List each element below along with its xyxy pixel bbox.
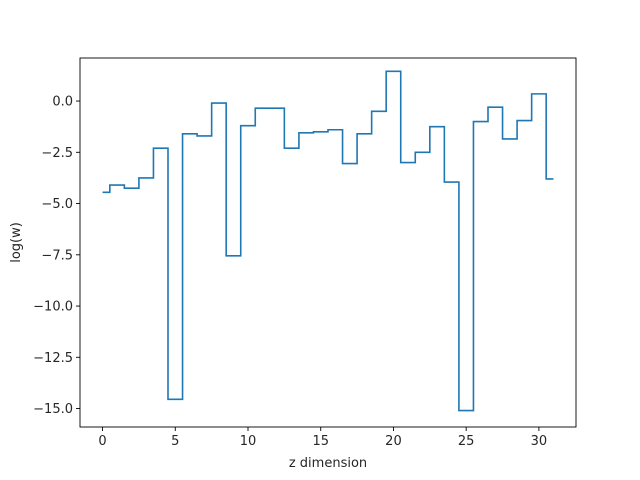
y-tick-label: 0.0 xyxy=(52,95,73,110)
series-line-0 xyxy=(102,70,554,412)
x-axis-label: z dimension xyxy=(289,456,367,471)
y-tick-label: −10.0 xyxy=(33,300,73,315)
plot-area xyxy=(102,70,554,412)
x-tick-label: 0 xyxy=(98,434,106,449)
x-tick-label: 25 xyxy=(458,434,475,449)
x-tick-label: 10 xyxy=(240,434,257,449)
y-tick-label: −5.0 xyxy=(41,197,73,212)
x-tick-label: 5 xyxy=(171,434,179,449)
plot-frame xyxy=(79,57,577,428)
x-tick-label: 30 xyxy=(531,434,548,449)
x-tick-label: 20 xyxy=(385,434,402,449)
axes: 0 5 10 15 20 25 30 0.0 −2.5 −5.0 −7.5 −10.0 −12.5 −15… xyxy=(33,57,577,449)
y-axis-label: log(w) xyxy=(9,222,24,263)
x-tick-label: 15 xyxy=(312,434,329,449)
y-tick-label: −2.5 xyxy=(41,146,73,161)
y-tick-label: −12.5 xyxy=(33,351,73,366)
y-tick-label: −7.5 xyxy=(41,248,73,263)
y-tick-label: −15.0 xyxy=(33,402,73,417)
